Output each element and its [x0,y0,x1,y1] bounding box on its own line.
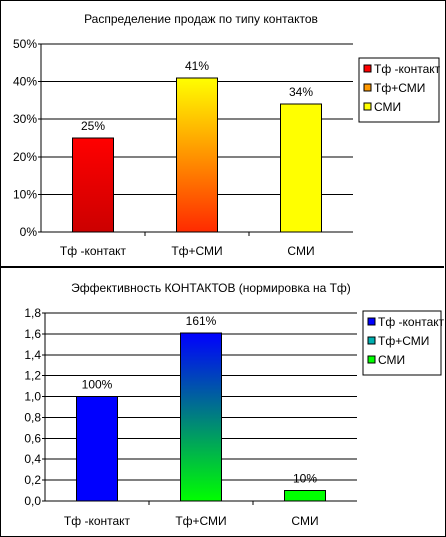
y-tick-label: 0,4 [24,452,41,466]
bar [284,490,326,502]
y-tick-label: 40% [13,75,37,89]
bar [76,396,118,502]
legend-swatch [363,83,372,92]
y-tick-label: 1,8 [24,306,41,320]
y-tick-label: 50% [13,37,37,51]
category-label: Тф -контакт [60,244,127,258]
bar [176,77,218,233]
chart-panel-sales-distribution: Распределение продаж по типу контактов 0… [1,1,444,268]
bar [72,137,114,233]
legend-swatch [367,317,376,326]
legend-label: Тф -контакт [374,62,441,76]
y-tick-label: 1,6 [24,327,41,341]
y-tick-label: 0% [20,225,38,239]
legend-label: Тф+СМИ [378,334,429,348]
y-tick-label: 0,0 [24,494,41,508]
chart-title: Эффективность КОНТАКТОВ (нормировка на Т… [71,281,351,295]
chart-contact-efficiency: Эффективность КОНТАКТОВ (нормировка на Т… [24,281,444,528]
legend-swatch [367,355,376,364]
legend [358,57,440,123]
y-tick-label: 1,4 [24,348,41,362]
y-tick-label: 1,0 [24,390,41,404]
chart-sales-distribution: Распределение продаж по типу контактов 0… [13,12,441,258]
y-tick-label: 0,2 [24,473,41,487]
category-label: Тф+СМИ [175,514,226,528]
category-label: СМИ [287,244,314,258]
data-label: 41% [185,59,209,73]
legend-swatch [363,64,372,73]
chart-title: Распределение продаж по типу контактов [84,12,318,26]
y-tick-label: 0,8 [24,410,41,424]
y-tick-label: 1,2 [24,369,41,383]
legend-label: Тф -контакт [378,315,444,329]
y-tick-label: 0,6 [24,431,41,445]
data-label: 25% [81,119,105,133]
y-tick-label: 30% [13,112,37,126]
data-label: 100% [82,378,113,392]
data-label: 10% [293,472,317,486]
legend-swatch [363,102,372,111]
category-label: Тф -контакт [64,514,131,528]
bar [280,103,322,233]
category-label: СМИ [291,514,318,528]
y-tick-label: 10% [13,187,37,201]
legend-label: СМИ [378,353,405,367]
legend-swatch [367,336,376,345]
legend [362,310,442,376]
category-label: Тф+СМИ [171,244,222,258]
chart-panel-contact-efficiency: Эффективность КОНТАКТОВ (нормировка на Т… [1,268,444,536]
legend-label: Тф+СМИ [374,81,425,95]
y-tick-label: 20% [13,150,37,164]
legend-label: СМИ [374,100,401,114]
data-label: 34% [289,85,313,99]
data-label: 161% [186,314,217,328]
bar [180,332,222,502]
